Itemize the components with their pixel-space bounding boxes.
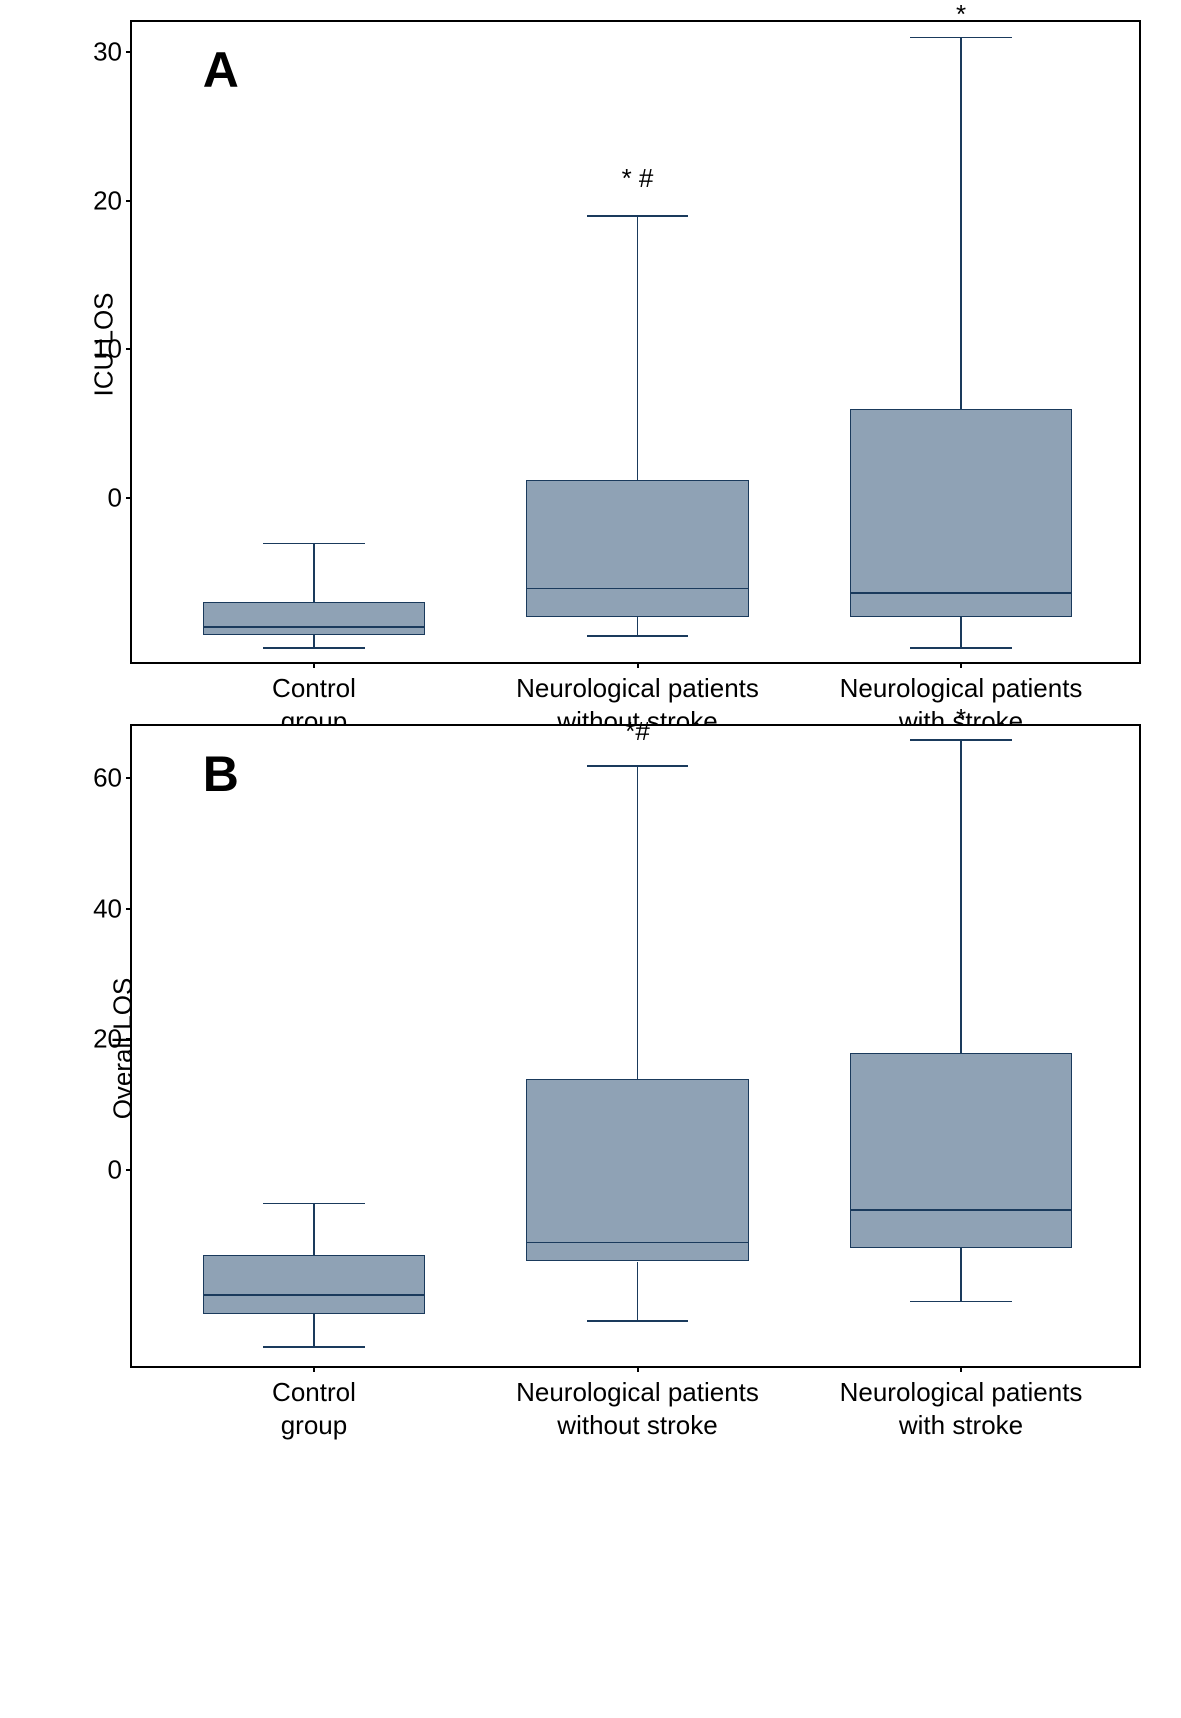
boxplot-whisker <box>960 739 962 1052</box>
boxplot-whisker <box>960 617 962 647</box>
boxplot-whisker-cap <box>263 543 364 545</box>
boxplot-whisker-cap <box>587 765 688 767</box>
y-tick-mark <box>126 1038 132 1040</box>
boxplot-median <box>526 588 748 590</box>
boxplot-whisker <box>960 37 962 409</box>
x-category-label: Controlgroup <box>272 1366 356 1441</box>
boxplot-median <box>203 1294 425 1296</box>
x-tick-mark <box>313 1366 315 1372</box>
y-tick-mark <box>126 51 132 53</box>
x-tick-mark <box>960 1366 962 1372</box>
y-tick-mark <box>126 777 132 779</box>
boxplot-whisker <box>637 765 639 1078</box>
x-tick-mark <box>313 662 315 668</box>
y-tick-mark <box>126 200 132 202</box>
boxplot-box <box>526 480 748 617</box>
panel-a-letter: A <box>203 41 239 99</box>
significance-annotation: * <box>956 703 966 734</box>
boxplot-whisker <box>313 543 315 603</box>
boxplot-box <box>526 1079 748 1262</box>
boxplot-median <box>526 1242 748 1244</box>
boxplot-whisker <box>637 215 639 480</box>
boxplot-median <box>850 592 1072 594</box>
y-tick-mark <box>126 908 132 910</box>
boxplot-whisker <box>313 1203 315 1255</box>
y-tick-mark <box>126 348 132 350</box>
significance-annotation: * <box>956 0 966 30</box>
panel-a: A ICU LOS 0102030ControlgroupNeurologica… <box>130 20 1141 664</box>
boxplot-whisker <box>637 1262 639 1321</box>
boxplot-median <box>850 1209 1072 1211</box>
figure: A ICU LOS 0102030ControlgroupNeurologica… <box>20 20 1161 1368</box>
boxplot-whisker-cap <box>910 37 1011 39</box>
x-category-label: Neurological patientswithout stroke <box>516 1366 759 1441</box>
x-tick-mark <box>637 1366 639 1372</box>
y-tick-mark <box>126 497 132 499</box>
x-category-label: Neurological patientswith stroke <box>840 1366 1083 1441</box>
y-tick-mark <box>126 1169 132 1171</box>
boxplot-box <box>850 1053 1072 1249</box>
boxplot-whisker-cap <box>587 635 688 637</box>
boxplot-whisker-cap <box>263 1203 364 1205</box>
boxplot-whisker-cap <box>910 739 1011 741</box>
significance-annotation: * # <box>622 163 654 194</box>
boxplot-whisker-cap <box>587 215 688 217</box>
boxplot-box <box>850 409 1072 617</box>
panel-b: B Overall LOS 0204060ControlgroupNeurolo… <box>130 724 1141 1368</box>
x-tick-mark <box>637 662 639 668</box>
boxplot-whisker <box>313 1314 315 1347</box>
boxplot-whisker <box>313 635 315 647</box>
boxplot-whisker-cap <box>263 1346 364 1348</box>
significance-annotation: *# <box>625 716 650 747</box>
boxplot-whisker <box>637 617 639 635</box>
boxplot-box <box>203 1255 425 1314</box>
panel-b-letter: B <box>203 745 239 803</box>
boxplot-box <box>203 602 425 635</box>
boxplot-whisker-cap <box>263 647 364 649</box>
boxplot-median <box>203 626 425 628</box>
boxplot-whisker <box>960 1248 962 1300</box>
boxplot-whisker-cap <box>587 1320 688 1322</box>
boxplot-whisker-cap <box>910 647 1011 649</box>
x-tick-mark <box>960 662 962 668</box>
boxplot-whisker-cap <box>910 1301 1011 1303</box>
